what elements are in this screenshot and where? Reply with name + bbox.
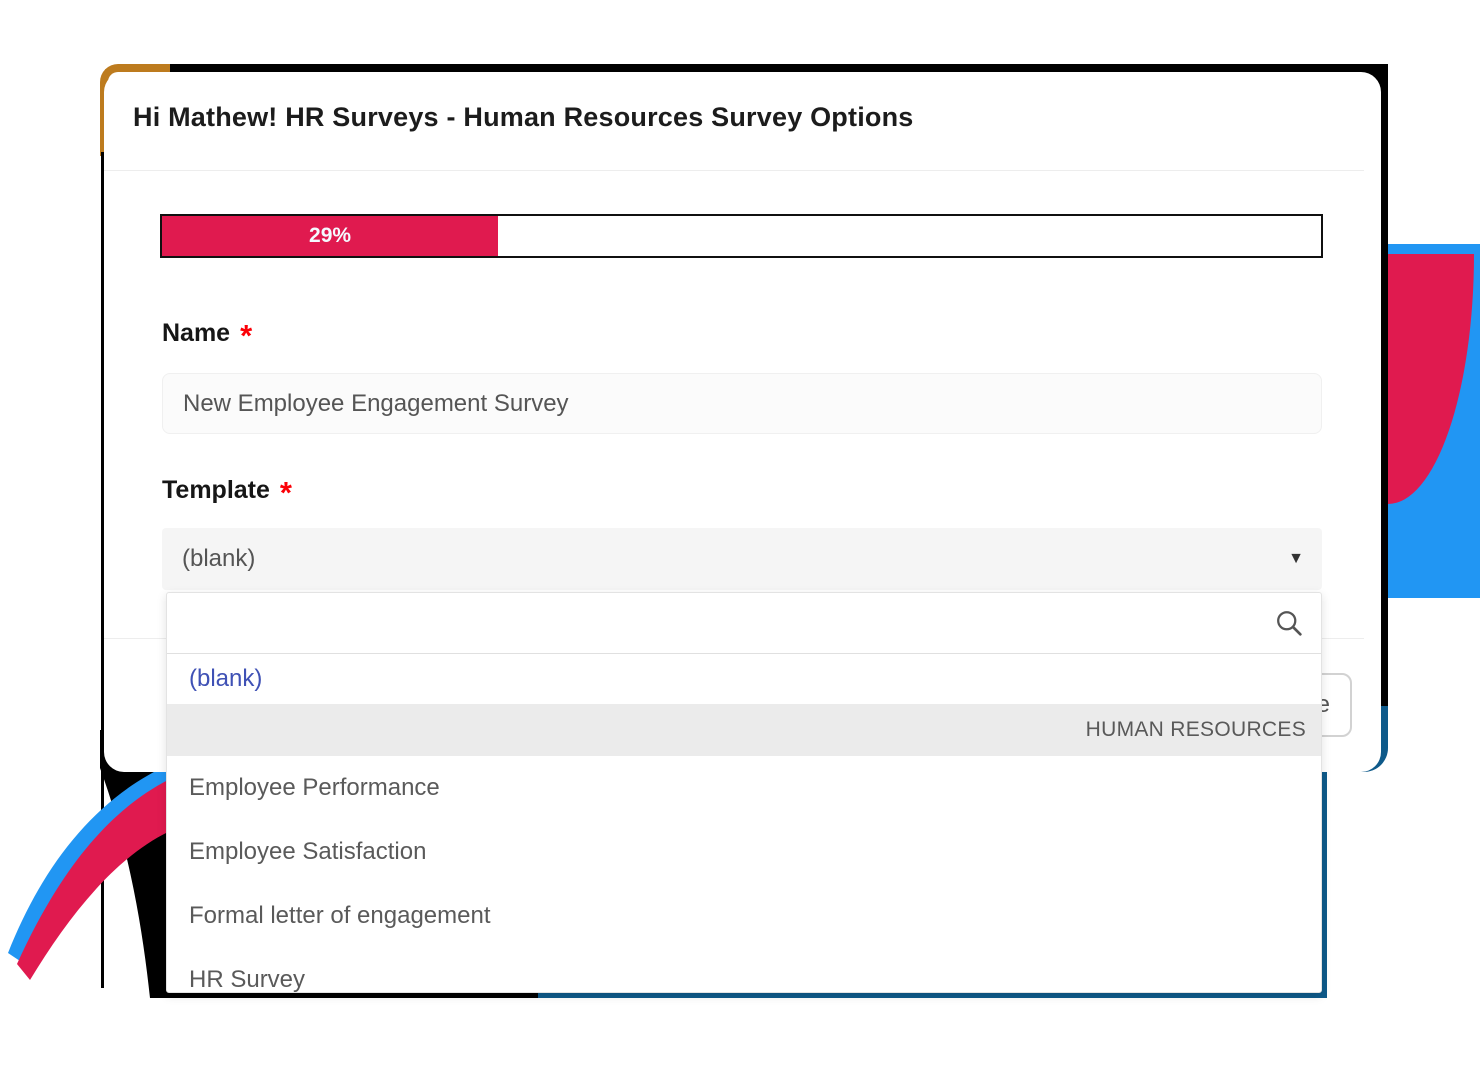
progress-fill: 29%	[162, 216, 499, 256]
progress-bar: 29%	[160, 214, 1323, 258]
decor-swoosh-red	[17, 780, 168, 980]
dropdown-option-blank[interactable]: (blank)	[189, 665, 263, 692]
decor-black-frame-right	[1380, 64, 1388, 714]
decor-black-frame-bottom	[150, 990, 538, 998]
decor-black-frame-top	[170, 64, 1388, 73]
template-dropdown-panel: (blank) HUMAN RESOURCES Employee Perform…	[166, 592, 1322, 993]
modal-title: Hi Mathew! HR Surveys - Human Resources …	[133, 102, 914, 132]
search-input[interactable]	[167, 593, 1321, 653]
name-input-value: New Employee Engagement Survey	[183, 389, 569, 417]
header-divider	[104, 170, 1364, 171]
decor-navy-frame-bottom	[538, 991, 1327, 998]
dropdown-option[interactable]: Formal letter of engagement	[189, 902, 491, 929]
decor-navy-frame-right	[1320, 748, 1327, 998]
progress-label: 29%	[309, 224, 352, 247]
decor-black-frame-left	[101, 152, 104, 988]
dropdown-option[interactable]: HR Survey	[189, 966, 306, 993]
template-label-text: Template	[162, 475, 270, 504]
template-field-label: Template *	[162, 475, 292, 510]
search-icon	[1277, 611, 1302, 636]
template-select-value: (blank)	[182, 545, 256, 572]
caret-down-icon: ▼	[1288, 550, 1304, 567]
name-label-text: Name	[162, 318, 231, 347]
dropdown-option[interactable]: Employee Satisfaction	[189, 838, 427, 865]
dropdown-option[interactable]: Employee Performance	[189, 774, 440, 801]
name-input[interactable]: New Employee Engagement Survey	[162, 373, 1322, 434]
dropdown-search-row	[167, 593, 1321, 654]
decor-bottom-left-swoosh	[8, 765, 168, 980]
template-select[interactable]: (blank) ▼	[162, 528, 1322, 590]
name-field-label: Name *	[162, 318, 253, 353]
dropdown-group-header: HUMAN RESOURCES	[167, 704, 1321, 756]
